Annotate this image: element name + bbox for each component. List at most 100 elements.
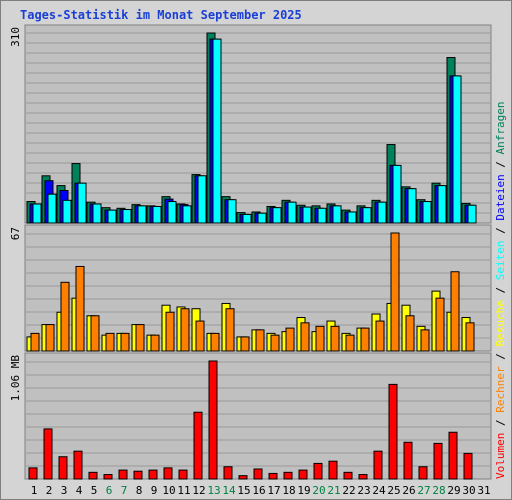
- bar-rechner-day-2: [45, 324, 55, 352]
- bar-rechner-day-5: [90, 315, 100, 352]
- bar-volumen-day-2: [43, 428, 53, 480]
- legend-separator: /: [494, 413, 507, 433]
- bar-volumen-day-5: [88, 471, 98, 480]
- x-tick-day-24: 24: [372, 484, 386, 497]
- bar-rechner-day-12: [195, 320, 205, 352]
- legend-separator: /: [494, 221, 507, 241]
- bar-volumen-day-12: [193, 411, 203, 480]
- bar-seiten-day-18: [287, 201, 297, 224]
- bar-rechner-day-17: [270, 334, 280, 352]
- bar-rechner-day-1: [30, 332, 40, 352]
- bar-seiten-day-6: [107, 209, 117, 224]
- bar-seiten-day-10: [167, 201, 177, 224]
- x-tick-day-11: 11: [177, 484, 190, 497]
- bar-volumen-day-18: [283, 471, 293, 480]
- bar-volumen-day-9: [148, 469, 158, 480]
- legend-dateien: Dateien: [494, 174, 507, 220]
- bar-seiten-day-16: [257, 212, 267, 224]
- x-tick-day-21: 21: [327, 484, 340, 497]
- bar-rechner-day-3: [60, 281, 70, 352]
- bar-seiten-day-28: [437, 185, 447, 224]
- bar-seiten-day-26: [407, 188, 417, 224]
- x-tick-day-3: 3: [61, 484, 68, 497]
- bar-seiten-day-19: [302, 206, 312, 224]
- chart-title: Tages-Statistik im Monat September 2025: [20, 8, 302, 22]
- bar-rechner-day-21: [330, 325, 340, 352]
- bar-seiten-day-2: [47, 193, 57, 224]
- bar-rechner-day-6: [105, 332, 115, 352]
- bar-rechner-day-19: [300, 322, 310, 352]
- x-tick-day-13: 13: [207, 484, 220, 497]
- bar-volumen-day-24: [373, 450, 383, 480]
- bar-seiten-day-21: [332, 205, 342, 224]
- bar-seiten-day-14: [227, 199, 237, 224]
- x-tick-day-18: 18: [282, 484, 295, 497]
- bar-volumen-day-11: [178, 469, 188, 480]
- bar-rechner-day-18: [285, 327, 295, 352]
- bar-volumen-day-1: [28, 467, 38, 480]
- y-max-label-middle: 67: [9, 227, 22, 240]
- series-legend: Volumen / Rechner / Besuche / Seiten / D…: [494, 101, 507, 479]
- bar-rechner-day-4: [75, 265, 85, 352]
- bar-rechner-day-24: [375, 320, 385, 352]
- x-tick-day-12: 12: [192, 484, 205, 497]
- bar-seiten-day-13: [212, 38, 222, 224]
- x-tick-day-6: 6: [106, 484, 113, 497]
- bar-volumen-day-27: [418, 466, 428, 480]
- bar-volumen-day-30: [463, 452, 473, 480]
- bar-volumen-day-22: [343, 471, 353, 480]
- bar-rechner-day-30: [465, 322, 475, 352]
- x-tick-day-30: 30: [462, 484, 475, 497]
- legend-anfragen: Anfragen: [494, 101, 507, 154]
- y-max-label-bottom: 1.06 MB: [9, 355, 22, 402]
- x-tick-day-15: 15: [237, 484, 250, 497]
- bar-rechner-day-20: [315, 325, 325, 352]
- bar-rechner-day-23: [360, 327, 370, 352]
- x-tick-day-14: 14: [222, 484, 236, 497]
- bar-seiten-day-20: [317, 207, 327, 224]
- x-tick-day-25: 25: [387, 484, 400, 497]
- legend-volumen: Volumen: [494, 433, 507, 479]
- x-tick-day-5: 5: [91, 484, 98, 497]
- bar-volumen-day-13: [208, 360, 218, 480]
- bar-seiten-day-11: [182, 205, 192, 224]
- bar-seiten-day-22: [347, 211, 357, 224]
- x-tick-day-7: 7: [121, 484, 128, 497]
- bar-seiten-day-5: [92, 203, 102, 224]
- panel-bottom: [24, 352, 492, 480]
- bar-seiten-day-7: [122, 209, 132, 224]
- bar-volumen-day-26: [403, 441, 413, 480]
- bar-seiten-day-12: [197, 175, 207, 224]
- x-tick-day-1: 1: [31, 484, 38, 497]
- bar-rechner-day-8: [135, 324, 145, 352]
- x-tick-day-29: 29: [447, 484, 460, 497]
- bar-rechner-day-29: [450, 271, 460, 352]
- x-tick-day-23: 23: [357, 484, 370, 497]
- bar-volumen-day-19: [298, 469, 308, 480]
- bar-volumen-day-21: [328, 460, 338, 480]
- legend-separator: /: [494, 154, 507, 174]
- bar-rechner-day-9: [150, 334, 160, 352]
- legend-besuche: Besuche: [494, 300, 507, 346]
- bar-seiten-day-8: [137, 205, 147, 224]
- x-tick-day-27: 27: [417, 484, 430, 497]
- y-max-label-top: 310: [9, 27, 22, 47]
- bar-rechner-day-22: [345, 334, 355, 352]
- legend-separator: /: [494, 347, 507, 367]
- bar-rechner-day-11: [180, 308, 190, 352]
- x-tick-day-8: 8: [136, 484, 143, 497]
- bar-volumen-day-8: [133, 470, 143, 480]
- bar-volumen-day-28: [433, 442, 443, 480]
- bar-rechner-day-26: [405, 315, 415, 352]
- bar-volumen-day-6: [103, 474, 113, 480]
- x-tick-day-17: 17: [267, 484, 280, 497]
- x-tick-day-31: 31: [477, 484, 490, 497]
- bar-rechner-day-13: [210, 332, 220, 352]
- x-tick-day-10: 10: [162, 484, 175, 497]
- bar-volumen-day-15: [238, 475, 248, 480]
- bar-seiten-day-17: [272, 207, 282, 224]
- bar-volumen-day-7: [118, 469, 128, 480]
- bar-volumen-day-16: [253, 468, 263, 480]
- legend-rechner: Rechner: [494, 366, 507, 413]
